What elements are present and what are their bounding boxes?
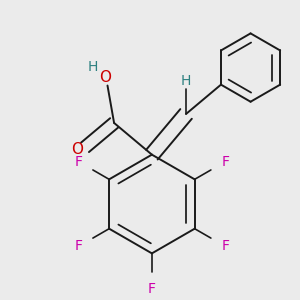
Text: H: H <box>181 74 191 88</box>
Text: O: O <box>100 70 112 85</box>
Text: F: F <box>221 239 230 254</box>
Text: F: F <box>74 239 83 254</box>
Text: O: O <box>71 142 83 157</box>
Text: H: H <box>88 60 98 74</box>
Text: F: F <box>221 154 230 169</box>
Text: F: F <box>74 154 83 169</box>
Text: F: F <box>148 282 156 296</box>
